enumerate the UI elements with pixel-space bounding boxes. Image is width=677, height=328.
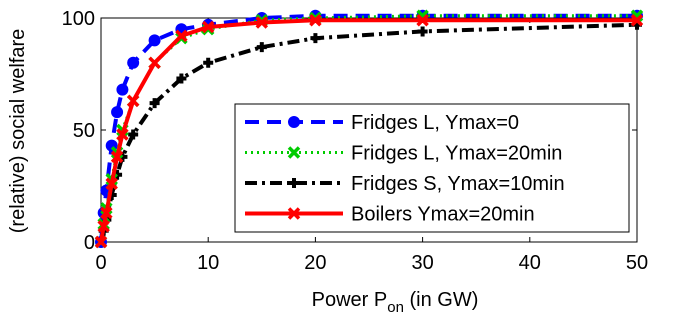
data-point (630, 14, 644, 27)
data-point (416, 14, 429, 27)
data-point (94, 235, 108, 249)
data-point (110, 150, 124, 164)
legend-label: Fridges L, Ymax=0 (351, 112, 519, 134)
x-tick-label: 20 (304, 252, 326, 274)
data-point (176, 73, 187, 84)
data-point (116, 83, 129, 96)
legend: Fridges L, Ymax=0 Fridges L, Ymax=20min Fr… (234, 103, 630, 233)
legend-marker (288, 116, 300, 128)
series-layer (94, 9, 644, 249)
data-point (309, 14, 322, 27)
data-point (203, 57, 214, 68)
data-point (97, 220, 110, 233)
legend-entry-2: Fridges S, Ymax=10min (245, 173, 565, 195)
data-point (256, 42, 267, 53)
series-line (99, 13, 637, 243)
y-tick-label: 50 (73, 120, 95, 142)
data-point (126, 94, 140, 108)
legend-marker (287, 146, 301, 159)
x-tick-label: 40 (519, 252, 541, 274)
series-line (99, 18, 637, 243)
legend-marker (287, 207, 301, 220)
data-point (255, 16, 269, 29)
x-axis-label-main: Power P (312, 289, 388, 311)
legend-label: Fridges S, Ymax=10min (351, 173, 565, 195)
data-point (127, 56, 140, 69)
data-point (417, 26, 428, 37)
data-point (310, 33, 321, 44)
x-axis-label: Power Pon (in GW) (312, 289, 479, 316)
data-point (175, 29, 188, 43)
y-axis-label: (relative) social welfare (7, 29, 29, 234)
data-point (116, 128, 129, 141)
data-point (128, 129, 139, 140)
legend-entry-0: Fridges L, Ymax=0 (245, 112, 519, 134)
x-tick-label: 10 (197, 252, 219, 274)
series-3 (94, 14, 644, 249)
data-point (148, 34, 161, 47)
legend-entry-3: Boilers Ymax=20min (245, 204, 535, 226)
x-axis-label-subscript: on (387, 299, 404, 316)
data-point (149, 98, 160, 109)
data-point (148, 56, 161, 70)
legend-label: Fridges L, Ymax=20min (351, 143, 562, 165)
data-point (111, 106, 124, 119)
legend-marker (289, 178, 299, 188)
x-tick-label: 50 (626, 252, 648, 274)
x-axis-label-suffix: (in GW) (404, 289, 478, 311)
x-tick-label: 30 (411, 252, 433, 274)
y-tick-label: 100 (62, 8, 95, 30)
data-point (105, 177, 118, 190)
data-point (100, 206, 113, 220)
x-tick-label: 0 (95, 252, 106, 274)
legend-entry-1: Fridges L, Ymax=20min (245, 143, 562, 165)
y-tick-label: 0 (84, 232, 95, 254)
legend-box (234, 103, 630, 233)
legend-label: Boilers Ymax=20min (351, 204, 535, 226)
data-point (201, 20, 215, 34)
